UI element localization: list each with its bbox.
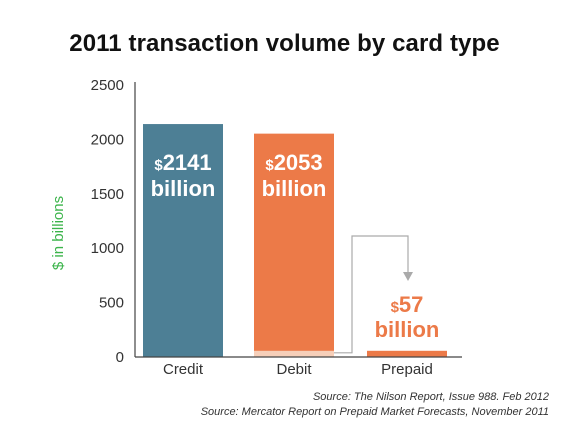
y-tick-label-2: 1000 xyxy=(91,240,124,257)
y-tick-label-1: 500 xyxy=(99,295,124,312)
data-label-number: 2141 xyxy=(163,150,212,175)
data-label-currency: $ xyxy=(391,299,400,316)
bar-chart: $ in billions 0 500 1000 1500 2000 2500 Credit D… xyxy=(50,77,462,378)
x-tick-label-debit: Debit xyxy=(276,361,312,378)
data-label-currency: $ xyxy=(265,157,274,174)
bar-prepaid xyxy=(367,350,447,357)
data-label-number: 2053 xyxy=(274,150,323,175)
bar-debit xyxy=(254,133,334,357)
y-tick-label-0: 0 xyxy=(116,349,124,366)
x-tick-label-prepaid: Prepaid xyxy=(381,361,433,378)
data-label-unit-debit: billion xyxy=(262,176,327,201)
data-label-unit-prepaid: billion xyxy=(375,317,440,342)
sources: Source: The Nilson Report, Issue 988. Fe… xyxy=(201,390,549,420)
debit-prepaid-comparison-segment xyxy=(254,350,334,357)
data-label-currency: $ xyxy=(154,157,163,174)
y-tick-label-3: 1500 xyxy=(91,186,124,203)
data-label-unit-credit: billion xyxy=(151,176,216,201)
y-axis-label: $ in billions xyxy=(50,196,67,270)
y-tick-label-4: 2000 xyxy=(91,131,124,148)
y-tick-label-5: 2500 xyxy=(91,77,124,94)
bar-credit xyxy=(143,124,223,357)
data-label-value-credit: $2141 xyxy=(154,150,211,175)
x-tick-label-credit: Credit xyxy=(163,361,204,378)
source-line-2: Source: Mercator Report on Prepaid Marke… xyxy=(200,406,549,418)
connector-arrowhead xyxy=(403,272,413,281)
source-line-1: Source: The Nilson Report, Issue 988. Fe… xyxy=(312,391,549,403)
data-label-value-prepaid: $57 xyxy=(391,292,424,317)
data-label-number: 57 xyxy=(399,292,423,317)
data-label-value-debit: $2053 xyxy=(265,150,322,175)
chart-title: 2011 transaction volume by card type xyxy=(69,30,500,57)
connector-line xyxy=(334,235,409,354)
